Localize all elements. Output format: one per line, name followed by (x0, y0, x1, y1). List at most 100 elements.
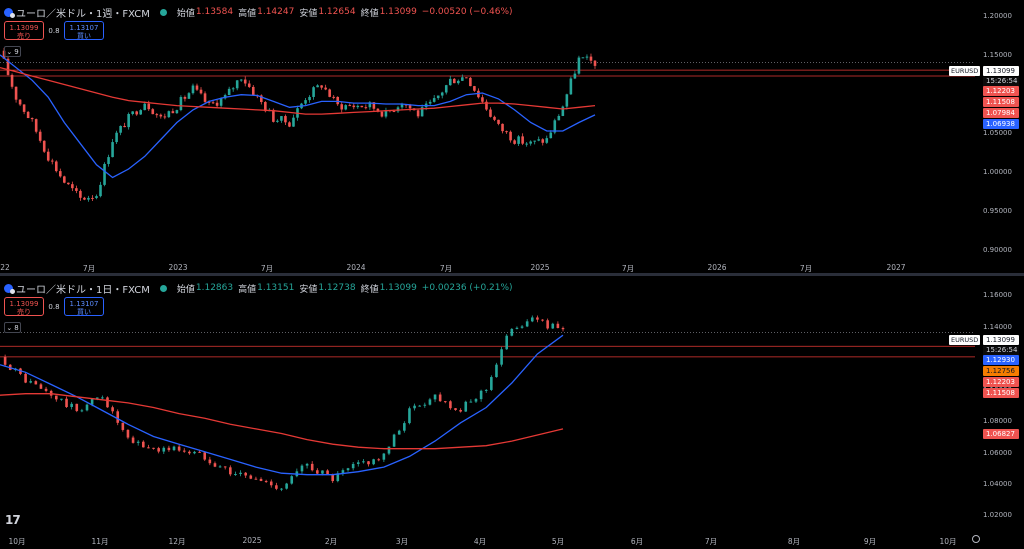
candle (520, 326, 524, 328)
candle (461, 77, 464, 81)
candle (577, 57, 581, 74)
candle (549, 132, 553, 139)
candle (106, 397, 109, 408)
buy-button[interactable]: 1.13107 買い (64, 21, 104, 40)
buy-price: 1.13107 (69, 300, 99, 308)
candle (119, 125, 122, 133)
chevron-down-icon: ⌄ (6, 323, 13, 332)
daily-legend: ユーロ／米ドル・1日・FXCM 始値 1.12863 高値 1.13151 安値 1.… (4, 280, 513, 296)
candle (34, 119, 38, 132)
candle (215, 102, 219, 106)
indicators-toggle[interactable]: ⌄ 8 (4, 322, 21, 333)
indicators-toggle[interactable]: ⌄ 9 (4, 46, 21, 57)
candle (513, 140, 516, 144)
candle (290, 476, 294, 484)
candle (276, 120, 279, 122)
indicator-count: 8 (14, 323, 19, 332)
candle (142, 441, 145, 448)
sell-button[interactable]: 1.13099 売り (4, 21, 44, 40)
candle (264, 481, 268, 483)
candle (162, 447, 166, 452)
candle (581, 57, 585, 59)
candle (71, 184, 74, 189)
candle (501, 123, 504, 132)
bar-countdown: 15:26:54 (983, 346, 1019, 355)
candle (356, 462, 360, 464)
candle (90, 398, 94, 405)
candle (211, 102, 215, 104)
price-tag: 1.13099 (983, 335, 1019, 345)
candle (589, 56, 593, 61)
candle (509, 131, 512, 141)
time-axis-label: 2月 (324, 537, 338, 546)
candle (111, 142, 114, 158)
candle (187, 93, 191, 99)
time-axis-label: 2023 (168, 263, 188, 272)
candle (418, 405, 421, 407)
candle (377, 459, 381, 461)
candle (275, 485, 278, 489)
daily-chart-canvas[interactable] (0, 276, 1024, 525)
time-axis-label: 11月 (91, 537, 109, 546)
price-tag: 1.11508 (983, 97, 1019, 107)
candle (332, 96, 335, 98)
pane-separator[interactable] (0, 273, 1024, 276)
price-axis-label: 1.06000 (983, 449, 1012, 457)
price-axis-label: 0.90000 (983, 246, 1012, 254)
candle (30, 118, 34, 120)
tradingview-logo-icon[interactable]: 17 (5, 513, 21, 527)
candle (163, 116, 167, 118)
close-label: 終値 (360, 284, 379, 295)
weekly-chart-pane[interactable]: ユーロ／米ドル・1週・FXCM 始値 1.13584 高値 1.14247 安値 1.… (0, 0, 1024, 273)
buy-button[interactable]: 1.13107 買い (64, 297, 104, 316)
price-axis-label: 1.08000 (983, 417, 1012, 425)
price-tag: 1.12756 (983, 366, 1019, 376)
candle (50, 160, 54, 162)
candle (376, 108, 380, 112)
candle (473, 86, 476, 91)
candle (362, 461, 365, 463)
sell-button[interactable]: 1.13099 売り (4, 297, 44, 316)
time-axis-label: 5月 (551, 537, 565, 546)
daily-chart-pane[interactable]: ユーロ／米ドル・1日・FXCM 始値 1.12863 高値 1.13151 安値 1.… (0, 276, 1024, 525)
candle (175, 110, 179, 114)
candle (167, 111, 171, 118)
candle (392, 434, 396, 447)
candle (331, 474, 334, 482)
candle (372, 102, 376, 109)
candle (107, 157, 110, 164)
candle (115, 132, 118, 143)
high-label: 高値 (238, 284, 257, 295)
candle (10, 74, 14, 87)
high-label: 高値 (238, 8, 257, 19)
candle (254, 478, 258, 480)
candle (42, 140, 46, 152)
candle (80, 410, 84, 412)
sell-label: 売り (17, 32, 31, 40)
gear-icon[interactable] (972, 535, 980, 543)
candle (465, 77, 468, 79)
symbol-title[interactable]: ユーロ／米ドル・1日・FXCM (16, 284, 150, 296)
candle (218, 466, 222, 468)
sell-price: 1.13099 (9, 300, 39, 308)
candle (269, 481, 273, 486)
change-value: +0.00236 (+0.21%) (421, 283, 513, 293)
weekly-chart-canvas[interactable] (0, 0, 1024, 273)
candle (312, 87, 315, 97)
candle (469, 401, 473, 403)
candle (505, 335, 508, 350)
symbol-title[interactable]: ユーロ／米ドル・1週・FXCM (16, 8, 150, 20)
candle (288, 122, 291, 127)
candle (203, 452, 207, 460)
candle (346, 468, 350, 471)
candle (147, 103, 151, 110)
candle (75, 403, 79, 411)
candle (569, 78, 573, 95)
candle (321, 470, 324, 474)
candle (585, 56, 589, 58)
candle (208, 459, 212, 464)
candle (55, 395, 58, 400)
candle (408, 408, 411, 424)
trade-buttons: 1.13099 売り 0.8 1.13107 買い (4, 21, 104, 40)
open-label: 始値 (176, 284, 195, 295)
